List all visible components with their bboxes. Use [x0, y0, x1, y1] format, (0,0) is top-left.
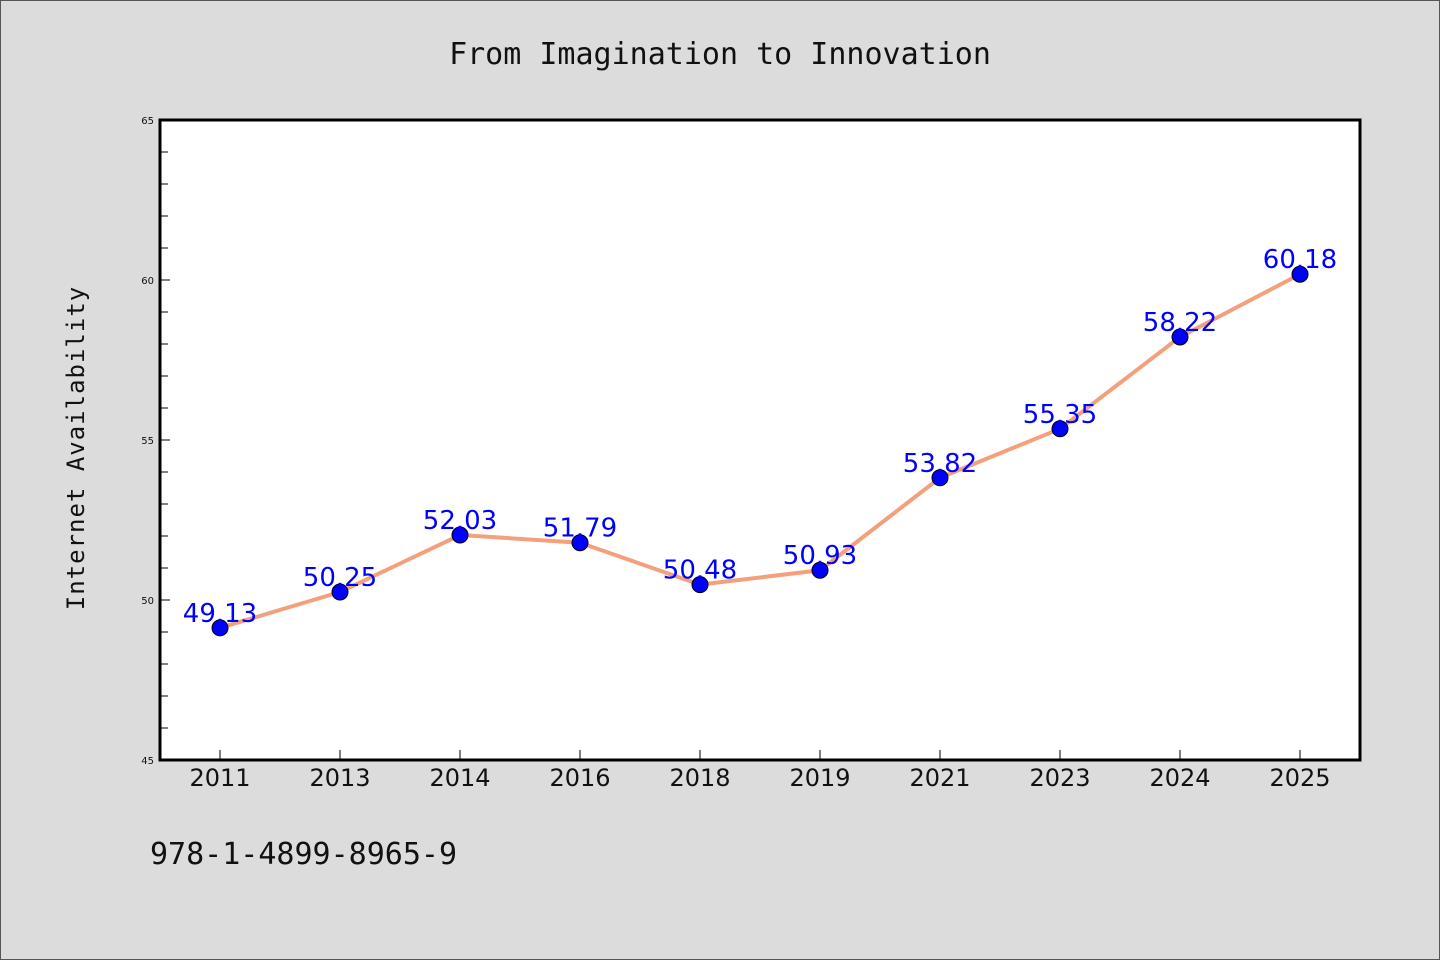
data-point — [1051, 420, 1069, 438]
x-tick-label: 2021 — [909, 764, 970, 792]
data-label: 55.35 — [1023, 400, 1097, 430]
data-label: 50.25 — [303, 563, 377, 593]
data-label: 60.18 — [1263, 245, 1337, 275]
plot-area — [158, 118, 1362, 762]
y-tick-label: 50 — [141, 596, 154, 607]
y-tick-label: 45 — [141, 756, 154, 767]
data-labels: 49.13 50.25 52.03 51.79 50.48 50.93 53.82 55.35… — [183, 245, 1337, 629]
x-tick-label: 2018 — [669, 764, 730, 792]
x-axis: 2011 2013 2014 2016 2018 2019 2021 2023 2024 2025 — [189, 750, 1331, 792]
data-point — [451, 526, 469, 544]
data-label: 51.79 — [543, 514, 617, 544]
x-tick-label: 2024 — [1149, 764, 1210, 792]
isbn-text: 978-1-4899-8965-9 — [150, 837, 457, 872]
x-tick-label: 2023 — [1029, 764, 1090, 792]
y-tick-label: 65 — [141, 116, 154, 127]
chart-title: From Imagination to Innovation — [449, 37, 991, 72]
data-label: 58.22 — [1143, 308, 1217, 338]
data-point — [811, 561, 829, 579]
series-layer — [211, 265, 1309, 637]
data-point — [931, 469, 949, 487]
y-axis-label: Internet Availability — [62, 286, 90, 610]
x-tick-label: 2014 — [429, 764, 490, 792]
data-point — [571, 534, 589, 552]
data-label: 53.82 — [903, 449, 977, 479]
x-tick-label: 2011 — [189, 764, 250, 792]
data-label: 52.03 — [423, 506, 497, 536]
data-point — [1291, 265, 1309, 283]
y-tick-label: 55 — [141, 436, 154, 447]
data-point — [331, 583, 349, 601]
series-line — [218, 272, 1302, 630]
y-tick-label: 60 — [141, 276, 154, 287]
data-point — [1171, 328, 1189, 346]
data-label: 50.93 — [783, 541, 857, 571]
data-label: 50.48 — [663, 556, 737, 586]
y-axis: 45 50 55 60 65 — [141, 116, 170, 767]
data-point — [211, 619, 229, 637]
x-tick-label: 2025 — [1269, 764, 1330, 792]
x-tick-label: 2016 — [549, 764, 610, 792]
x-tick-label: 2019 — [789, 764, 850, 792]
x-tick-label: 2013 — [309, 764, 370, 792]
data-point — [691, 576, 709, 594]
data-label: 49.13 — [183, 599, 257, 629]
